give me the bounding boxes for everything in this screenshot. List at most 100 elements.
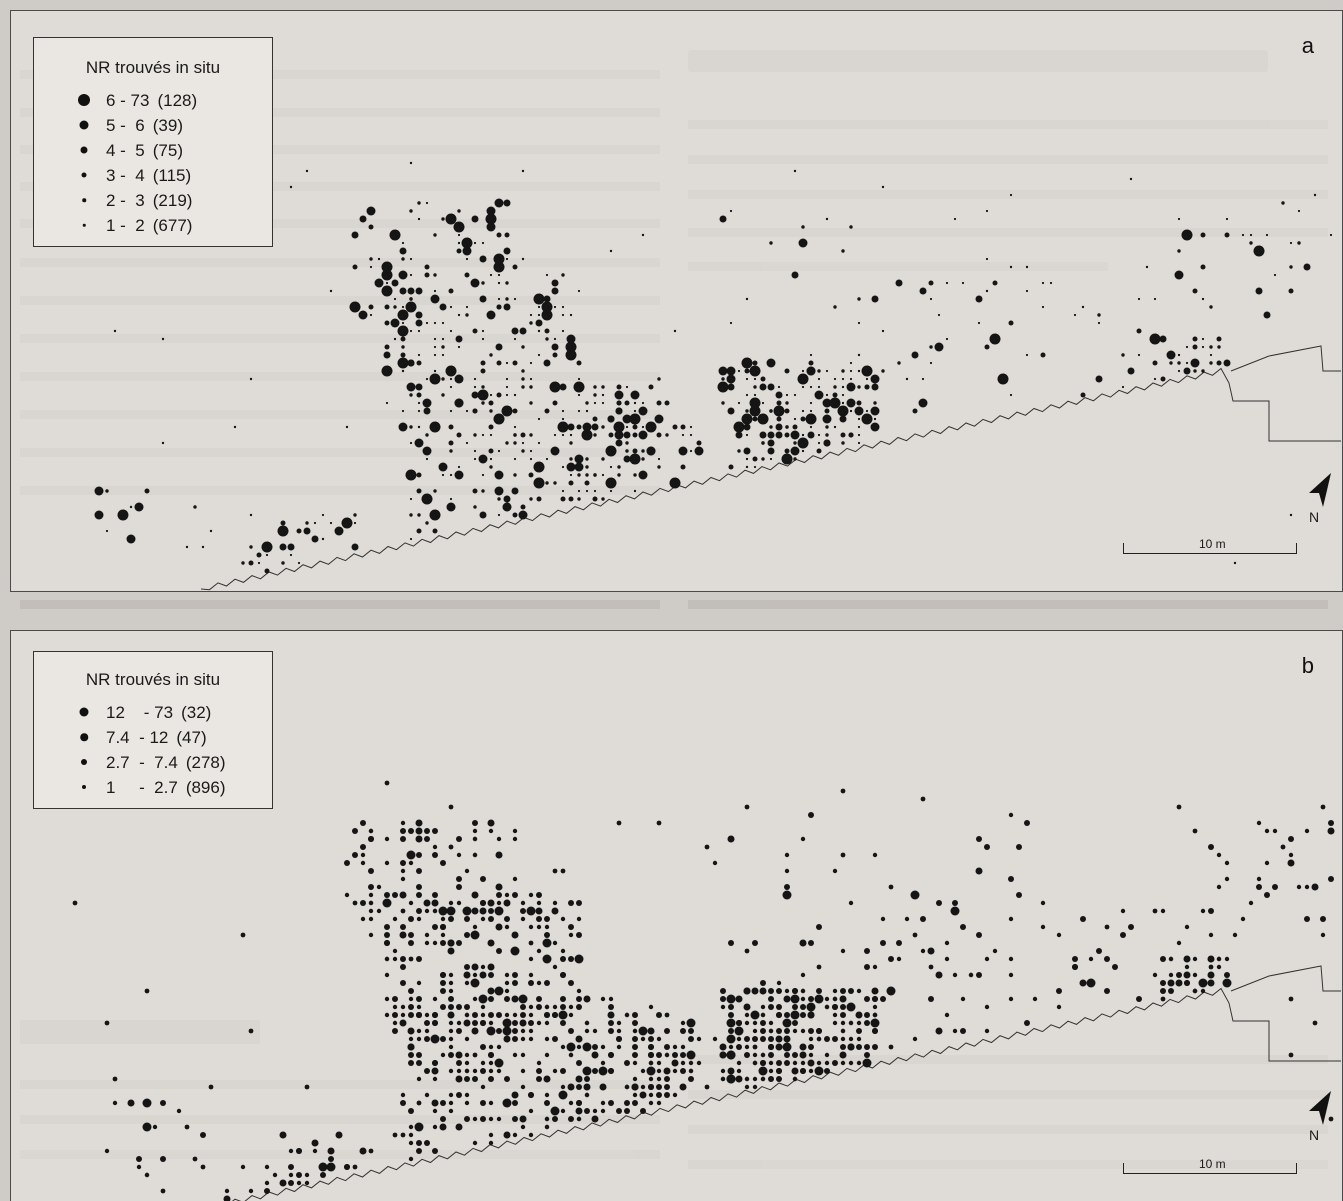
find-dot — [584, 996, 591, 1003]
find-dot — [480, 908, 486, 914]
find-dot — [481, 917, 485, 921]
find-dot — [759, 1067, 768, 1076]
find-dot — [778, 386, 780, 388]
find-dot — [568, 1028, 574, 1034]
find-dot — [536, 996, 542, 1002]
find-dot — [617, 385, 622, 390]
find-dot — [497, 361, 502, 366]
find-dot — [472, 964, 479, 971]
find-dot — [625, 449, 628, 452]
find-dot — [1305, 829, 1309, 833]
find-dot — [680, 1084, 687, 1091]
find-dot — [544, 980, 550, 986]
find-dot — [544, 360, 551, 367]
find-dot — [961, 997, 965, 1001]
dot-symbol-icon — [82, 173, 87, 178]
find-dot — [921, 949, 925, 953]
find-dot — [593, 433, 596, 436]
find-dot — [1128, 368, 1135, 375]
find-dot — [554, 434, 556, 436]
find-dot — [409, 1125, 413, 1129]
find-dot — [865, 1013, 869, 1017]
find-dot — [689, 1061, 693, 1065]
legend-count: (896) — [186, 778, 226, 797]
find-dot — [482, 402, 484, 404]
find-dot — [568, 1116, 574, 1122]
find-dot — [457, 209, 460, 212]
find-dot — [801, 1029, 805, 1033]
find-dot — [1104, 956, 1110, 962]
find-dot — [601, 1101, 605, 1105]
find-dot — [1249, 241, 1252, 244]
find-dot — [905, 917, 909, 921]
find-dot — [610, 450, 612, 452]
find-dot — [1209, 345, 1212, 348]
find-dot — [1177, 249, 1180, 252]
find-dot — [408, 1028, 415, 1035]
find-dot — [321, 1173, 325, 1177]
find-dot — [641, 457, 644, 460]
find-dot — [127, 535, 136, 544]
find-dot — [745, 805, 750, 810]
find-dot — [1330, 234, 1332, 236]
find-dot — [1016, 892, 1022, 898]
find-dot — [769, 1069, 773, 1073]
find-dot — [1193, 957, 1197, 961]
find-dot — [513, 513, 518, 518]
find-dot — [641, 1069, 645, 1073]
find-dot — [569, 425, 572, 428]
find-dot — [617, 821, 622, 826]
find-dot — [1217, 345, 1220, 348]
find-dot — [297, 1181, 301, 1185]
find-dot — [664, 1044, 670, 1050]
find-dot — [850, 378, 852, 380]
find-dot — [1169, 957, 1173, 961]
find-dot — [368, 836, 374, 842]
find-dot — [553, 941, 557, 945]
distribution-map-a: a NR trouvés in situ 6 - 73(128)5 - 6(39… — [10, 10, 1343, 592]
find-dot — [585, 1029, 589, 1033]
find-dot — [417, 513, 420, 516]
find-dot — [465, 1053, 469, 1057]
find-dot — [1209, 361, 1212, 364]
find-dot — [409, 209, 412, 212]
find-dot — [746, 466, 748, 468]
find-dot — [456, 876, 462, 882]
find-dot — [449, 1045, 453, 1049]
find-dot — [840, 1004, 846, 1010]
find-dot — [434, 322, 436, 324]
find-dot — [783, 891, 792, 900]
find-dot — [400, 924, 406, 930]
find-dot — [770, 410, 772, 412]
dot-symbol-icon — [81, 147, 88, 154]
find-dot — [728, 836, 735, 843]
find-dot — [576, 900, 582, 906]
find-dot — [1161, 909, 1165, 913]
find-dot — [560, 996, 566, 1002]
find-dot — [648, 1052, 654, 1058]
find-dot — [745, 417, 748, 420]
find-dot — [393, 1021, 397, 1025]
find-dot — [458, 234, 460, 236]
find-dot — [1185, 925, 1189, 929]
find-dot — [456, 1076, 463, 1083]
find-dot — [1289, 853, 1293, 857]
find-dot — [534, 294, 545, 305]
find-dot — [782, 454, 793, 465]
find-dot — [858, 442, 860, 444]
find-dot — [792, 272, 799, 279]
find-dot — [386, 402, 388, 404]
find-dot — [793, 1061, 797, 1065]
find-dot — [727, 1035, 736, 1044]
find-dot — [1080, 980, 1087, 987]
find-dot — [430, 374, 441, 385]
find-dot — [537, 901, 541, 905]
find-dot — [409, 957, 414, 962]
dot-symbol-icon — [82, 785, 86, 789]
find-dot — [561, 1069, 565, 1073]
find-dot — [529, 941, 534, 946]
find-dot — [560, 972, 566, 978]
find-dot — [753, 1077, 757, 1081]
find-dot — [882, 186, 884, 188]
find-dot — [1234, 562, 1236, 564]
